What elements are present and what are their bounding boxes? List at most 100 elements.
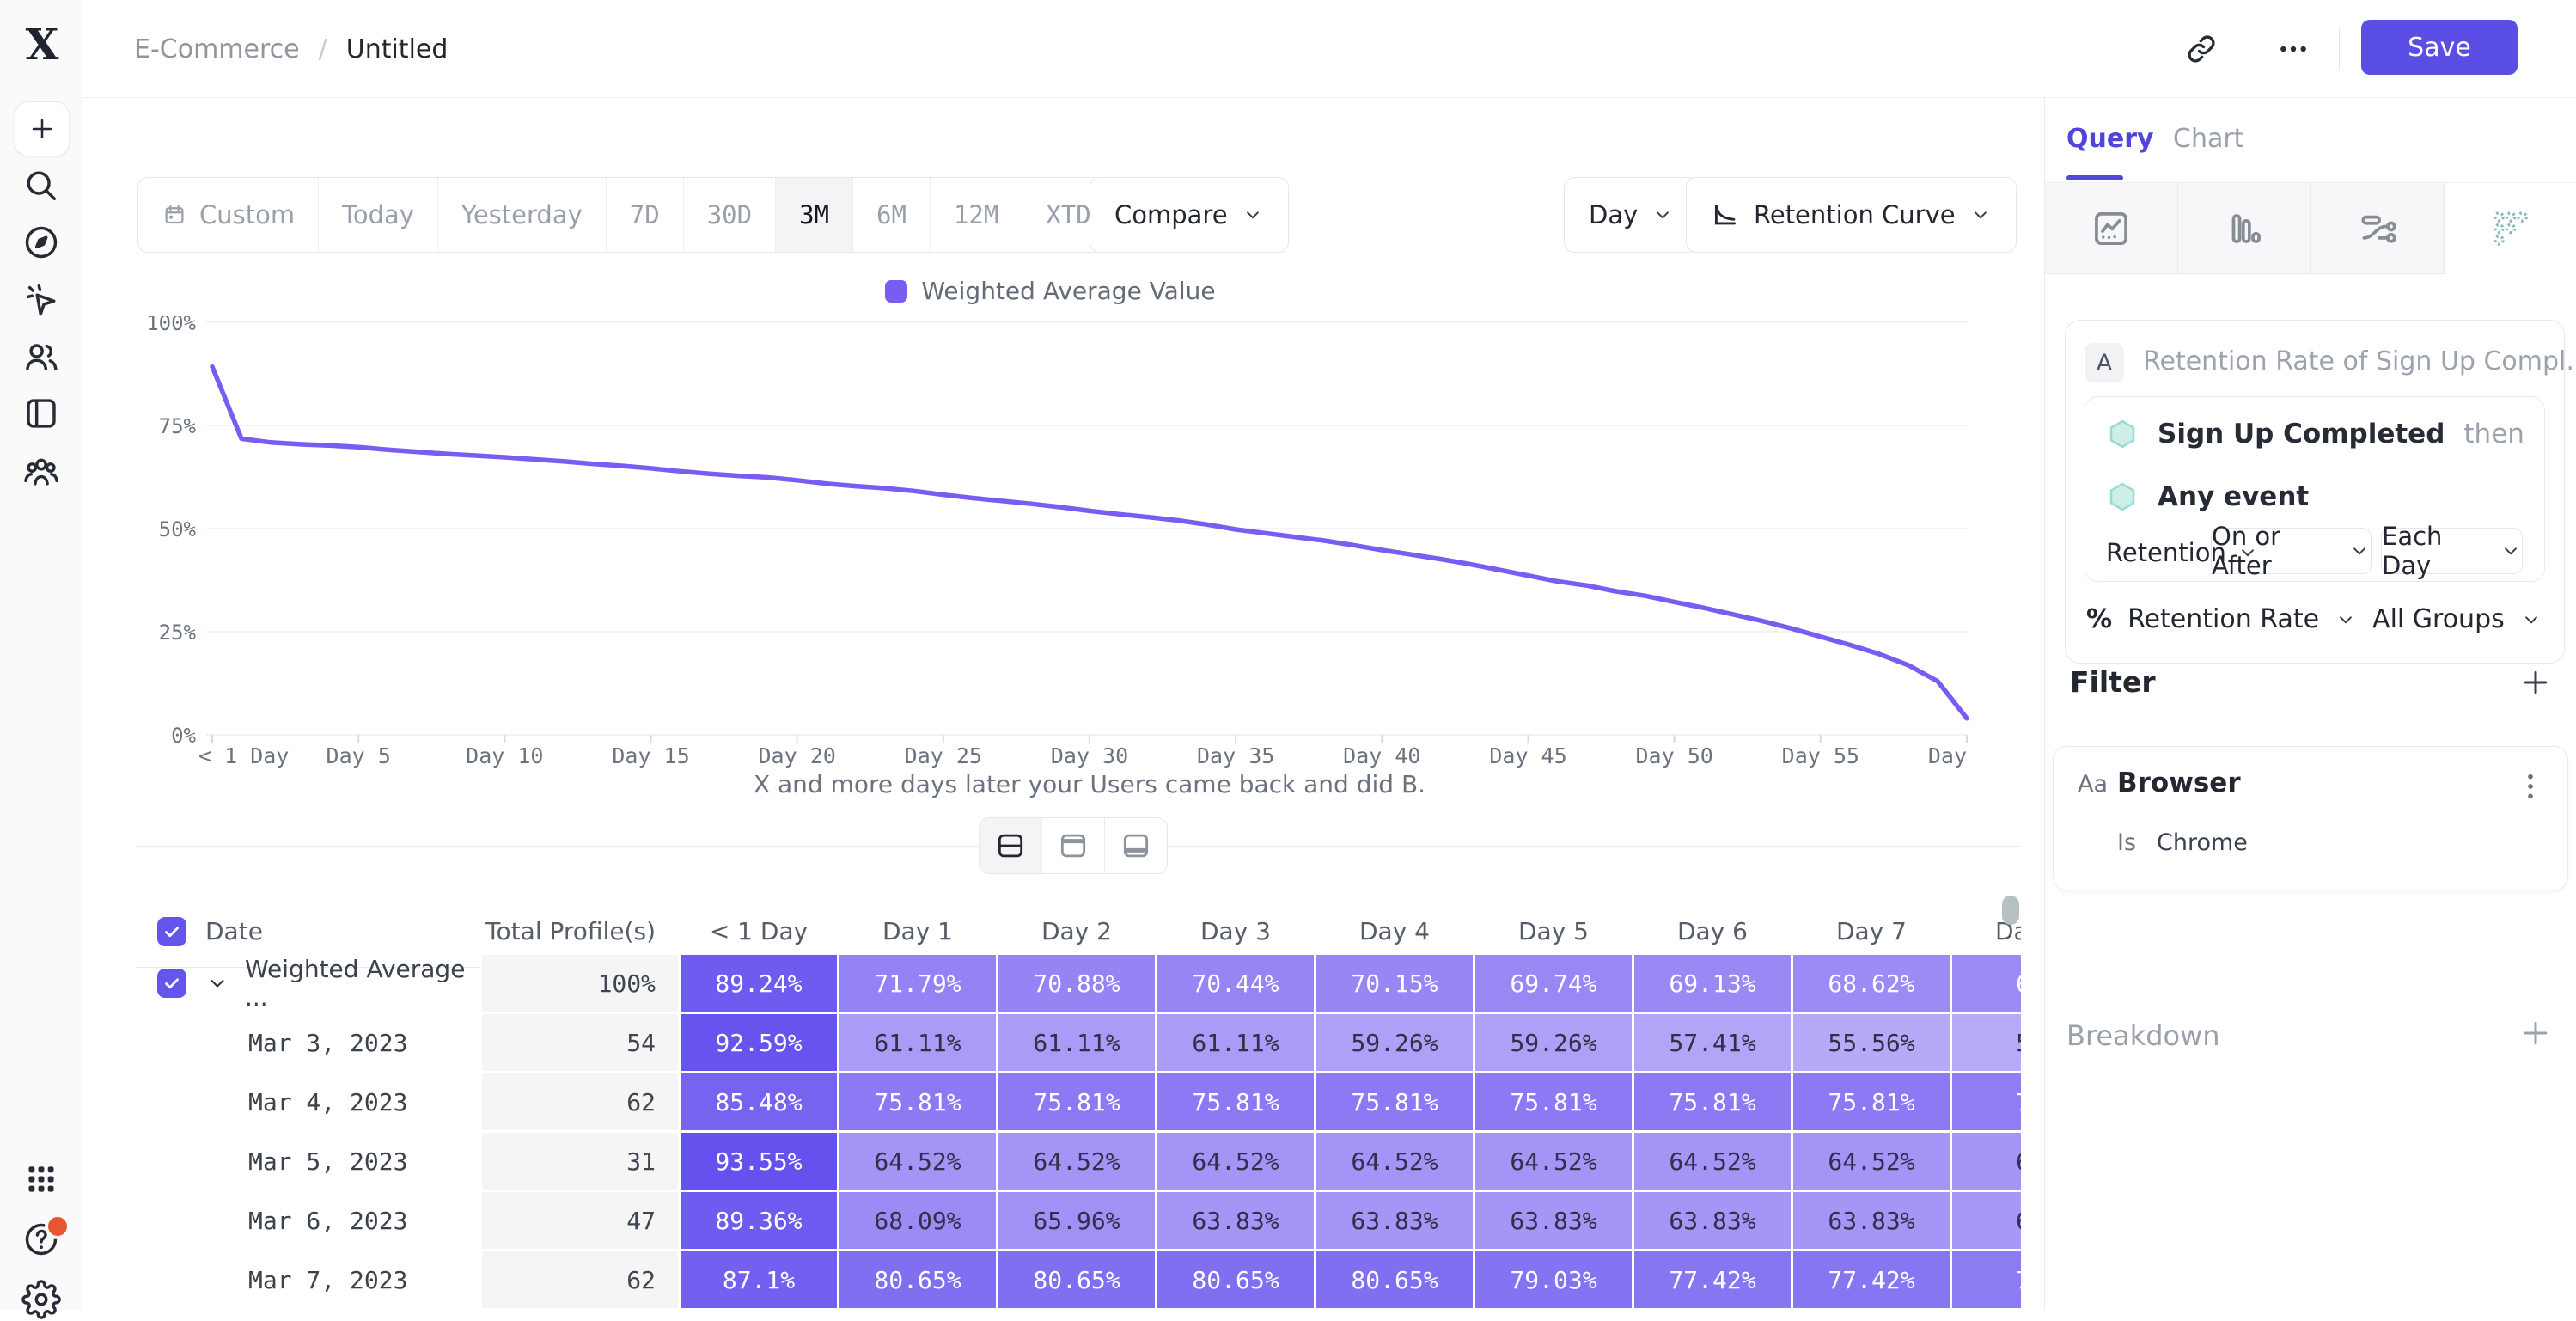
query-badge: A xyxy=(2085,343,2124,382)
app-logo[interactable]: X xyxy=(25,19,59,70)
granularity-dropdown[interactable]: Day xyxy=(1564,177,1700,253)
row-checkbox[interactable] xyxy=(157,916,186,946)
filter-section-title: Filter xyxy=(2070,665,2156,699)
step-event-name[interactable]: Sign Up Completed xyxy=(2158,419,2445,450)
flow-tab[interactable] xyxy=(2311,183,2445,274)
chevron-down-icon xyxy=(1969,204,1992,226)
range-today[interactable]: Today xyxy=(319,178,438,252)
notebook-icon[interactable] xyxy=(20,392,63,435)
retention-cell: 69.74% xyxy=(1475,955,1632,1012)
table-scrollbar[interactable] xyxy=(2002,896,2019,925)
total-profiles-cell: 100% xyxy=(482,955,678,1012)
x-axis-tick-label: < 1 Day xyxy=(198,743,289,768)
retention-cell: 75.81% xyxy=(1157,1073,1314,1130)
retention-cell: 77.42% xyxy=(1634,1251,1791,1308)
column-header: Day 7 xyxy=(1793,896,1950,968)
filter-operator[interactable]: Is xyxy=(2117,829,2137,856)
expand-chevron-icon[interactable] xyxy=(205,971,229,995)
range-3m[interactable]: 3M xyxy=(776,178,853,252)
chart-legend[interactable]: Weighted Average Value xyxy=(129,277,1972,305)
chart-line-frame-tab[interactable] xyxy=(2045,183,2178,274)
breadcrumb-current[interactable]: Untitled xyxy=(345,34,449,64)
plus-icon[interactable] xyxy=(15,101,70,156)
retention-cell: 70.88% xyxy=(998,955,1155,1012)
retention-table: Date Total Profile(s) < 1 Day Day 1 Day 2 Day… xyxy=(137,896,2021,1310)
retention-cell: 80.65% xyxy=(1316,1251,1473,1308)
y-axis-tick-label: 100% xyxy=(146,316,196,335)
retention-cell: 70.44% xyxy=(1157,955,1314,1012)
range-30d[interactable]: 30D xyxy=(684,178,777,252)
retention-cell: 80.65% xyxy=(998,1251,1155,1308)
bar-chart-tab[interactable] xyxy=(2178,183,2311,274)
chevron-down-icon xyxy=(2237,541,2259,564)
retention-cell: 65.96% xyxy=(998,1192,1155,1249)
layout-split-view-button[interactable] xyxy=(980,818,1042,873)
step-event-name[interactable]: Any event xyxy=(2158,481,2310,512)
x-axis-tick-label: Day 20 xyxy=(759,743,836,768)
compare-button[interactable]: Compare xyxy=(1090,177,1289,253)
retention-cell: 64.52% xyxy=(1634,1133,1791,1190)
layout-top-view-button[interactable] xyxy=(1042,818,1105,873)
tab-chart[interactable]: Chart xyxy=(2173,124,2244,154)
cursor-spark-icon[interactable] xyxy=(20,278,63,321)
each-day-dropdown[interactable]: Each Day xyxy=(2381,522,2523,580)
retention-mode-dropdown[interactable]: Retention xyxy=(2106,538,2259,567)
retention-curve-icon xyxy=(1711,200,1740,229)
layout-bottom-view-button[interactable] xyxy=(1105,818,1167,873)
metric-dropdown[interactable]: Retention Rate xyxy=(2127,604,2320,634)
calendar-icon xyxy=(162,202,187,228)
share-link-icon[interactable] xyxy=(2184,32,2219,66)
chart-type-dropdown[interactable]: Retention Curve xyxy=(1686,177,2017,253)
retention-cell: 79.03% xyxy=(1475,1251,1632,1308)
tab-query[interactable]: Query xyxy=(2066,124,2154,154)
gear-icon[interactable] xyxy=(20,1278,63,1321)
legend-label: Weighted Average Value xyxy=(921,277,1216,305)
groups-dropdown[interactable]: All Groups xyxy=(2372,604,2505,634)
range-7d[interactable]: 7D xyxy=(607,178,684,252)
retention-cell: 75 xyxy=(1952,1251,2021,1308)
people-group-icon[interactable] xyxy=(20,450,63,493)
column-header: Date xyxy=(137,896,479,968)
filter-property-name[interactable]: Browser xyxy=(2117,768,2241,798)
retention-cell: 70.15% xyxy=(1316,955,1473,1012)
retention-cell: 68.62% xyxy=(1793,955,1950,1012)
retention-cell: 75.81% xyxy=(1793,1073,1950,1130)
retention-cell: 59.26% xyxy=(1475,1014,1632,1071)
kebab-menu-icon[interactable] xyxy=(2516,769,2545,804)
retention-cell: 64.52% xyxy=(1793,1133,1950,1190)
filter-value[interactable]: Chrome xyxy=(2157,829,2248,856)
x-axis-tick-label: Day 45 xyxy=(1489,743,1566,768)
retention-cell: 63.83% xyxy=(1793,1192,1950,1249)
compass-icon[interactable] xyxy=(20,221,63,264)
save-button[interactable]: Save xyxy=(2361,20,2518,75)
y-axis-tick-label: 50% xyxy=(159,517,197,541)
help-circle-icon[interactable] xyxy=(20,1218,63,1261)
add-breakdown-button[interactable] xyxy=(2518,1016,2553,1050)
more-options-icon[interactable] xyxy=(2276,32,2310,66)
add-filter-button[interactable] xyxy=(2518,665,2553,700)
chevron-down-icon xyxy=(1651,204,1674,226)
range-12m[interactable]: 12M xyxy=(931,178,1023,252)
search-icon[interactable] xyxy=(20,164,63,207)
dot-grid-tab[interactable] xyxy=(2445,183,2576,274)
row-label: Mar 5, 2023 xyxy=(248,1147,408,1176)
grid-dots-icon[interactable] xyxy=(20,1158,63,1201)
date-range-segmented-control: Custom Today Yesterday 7D 30D 3M 6M 12M XTD xyxy=(137,177,1148,253)
range-yesterday[interactable]: Yesterday xyxy=(438,178,607,252)
query-name[interactable]: Retention Rate of Sign Up Compl... xyxy=(2143,346,2576,376)
string-type-icon: Aa xyxy=(2078,771,2109,798)
users-icon[interactable] xyxy=(20,335,63,378)
chart-caption: X and more days later your Users came ba… xyxy=(753,770,1426,798)
on-or-after-dropdown[interactable]: On or After xyxy=(2211,522,2372,580)
retention-cell: 89.36% xyxy=(681,1192,837,1249)
row-checkbox[interactable] xyxy=(157,969,186,998)
chevron-down-icon xyxy=(2520,609,2542,631)
range-6m[interactable]: 6M xyxy=(853,178,931,252)
range-xtd[interactable]: XTD xyxy=(1022,178,1146,252)
topbar-divider xyxy=(2339,28,2340,70)
breadcrumb-parent[interactable]: E-Commerce xyxy=(134,34,300,64)
x-axis-tick-label: Day 25 xyxy=(905,743,982,768)
retention-cell: 63.83% xyxy=(1316,1192,1473,1249)
notification-dot xyxy=(45,1214,70,1239)
range-custom[interactable]: Custom xyxy=(138,178,320,252)
